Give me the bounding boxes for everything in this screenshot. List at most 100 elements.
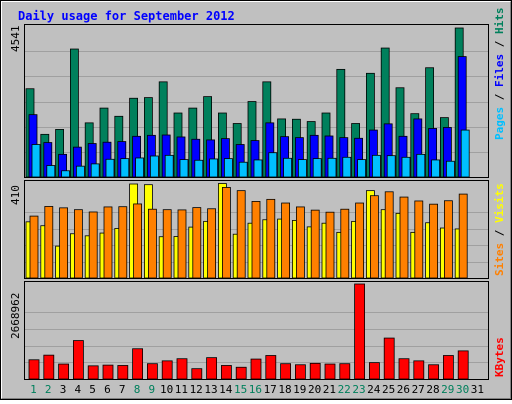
bar-kbytes-day-8 (132, 348, 144, 380)
bar-pages-day-14 (223, 158, 233, 178)
bar-kbytes-day-11 (176, 358, 188, 380)
x-label-day-15: 15 (234, 383, 247, 396)
bar-pages-day-2 (46, 165, 56, 178)
bar-pages-day-19 (297, 159, 307, 178)
x-label-day-1: 1 (30, 383, 37, 396)
bar-kbytes-day-25 (383, 337, 395, 380)
bar-pages-day-15 (238, 161, 248, 178)
x-label-day-10: 10 (160, 383, 173, 396)
bar-sites-day-30 (458, 193, 468, 279)
bar-kbytes-day-30 (457, 350, 469, 380)
bar-pages-day-16 (253, 159, 263, 178)
bar-sites-day-10 (162, 209, 172, 279)
x-label-day-27: 27 (412, 383, 425, 396)
bar-pages-day-9 (149, 155, 159, 178)
x-label-day-28: 28 (426, 383, 439, 396)
bar-kbytes-day-23 (354, 283, 366, 380)
bar-sites-day-11 (177, 209, 187, 279)
bar-kbytes-day-19 (294, 364, 306, 380)
bar-sites-day-4 (74, 209, 83, 279)
bar-kbytes-day-9 (146, 363, 158, 380)
x-label-day-24: 24 (367, 383, 381, 396)
bar-kbytes-day-17 (265, 355, 277, 380)
legend-pages: Pages (493, 107, 506, 140)
x-label-day-31: 31 (471, 383, 484, 396)
bar-sites-day-2 (44, 206, 54, 279)
x-label-day-29: 29 (441, 383, 454, 396)
bar-pages-day-26 (401, 156, 411, 178)
legend-middle: Sites / Visits (493, 183, 506, 276)
bar-pages-day-6 (105, 158, 115, 178)
legend-sep-3: / (493, 223, 506, 243)
bar-sites-day-28 (429, 203, 439, 279)
legend-hits: Hits (493, 8, 506, 35)
bar-sites-day-25 (384, 191, 394, 279)
y-max-label-hits: 4541 (9, 26, 22, 53)
x-label-day-17: 17 (264, 383, 277, 396)
bar-sites-day-3 (59, 207, 68, 279)
bar-kbytes-day-7 (117, 365, 129, 380)
bar-pages-day-13 (209, 158, 219, 178)
bar-sites-day-14 (221, 187, 231, 279)
bar-pages-day-1 (31, 144, 41, 178)
bar-kbytes-day-18 (280, 363, 292, 380)
x-label-day-2: 2 (45, 383, 52, 396)
bar-sites-day-20 (310, 209, 320, 279)
bar-kbytes-day-20 (309, 362, 321, 380)
bar-kbytes-day-15 (235, 366, 247, 380)
bar-pages-day-7 (120, 158, 130, 178)
bar-pages-day-28 (431, 159, 441, 178)
x-label-day-3: 3 (60, 383, 67, 396)
bar-kbytes-day-16 (250, 358, 262, 380)
x-axis-labels: 1 2 3 4 5 6 7 8 9 10 11 12 13 14 15 16 17 18 19 20 21 22 23 24 2… (30, 383, 484, 396)
bar-kbytes-day-10 (161, 360, 173, 380)
bar-kbytes-day-3 (58, 363, 69, 380)
bar-kbytes-day-28 (428, 364, 440, 380)
x-label-day-14: 14 (219, 383, 233, 396)
bar-sites-day-23 (355, 202, 365, 279)
bar-sites-day-5 (88, 211, 98, 279)
bar-pages-day-5 (90, 163, 100, 178)
bar-sites-day-26 (399, 196, 409, 279)
bar-sites-day-13 (207, 208, 217, 279)
bar-kbytes-day-13 (206, 357, 218, 380)
bar-sites-day-21 (325, 211, 335, 279)
x-label-day-12: 12 (190, 383, 203, 396)
x-label-day-23: 23 (352, 383, 365, 396)
x-label-day-21: 21 (323, 383, 336, 396)
bar-pages-day-18 (283, 157, 293, 178)
bar-sites-day-17 (266, 198, 276, 279)
bar-pages-day-12 (194, 159, 204, 178)
x-label-day-25: 25 (382, 383, 395, 396)
bar-sites-day-6 (103, 206, 113, 279)
bar-kbytes-day-24 (368, 362, 380, 380)
bar-pages-day-24 (371, 154, 381, 178)
x-label-day-11: 11 (175, 383, 188, 396)
bar-kbytes-day-5 (87, 365, 99, 380)
bar-pages-day-29 (445, 160, 455, 178)
bar-pages-day-21 (327, 157, 337, 178)
y-max-label-kbytes: 2668962 (9, 293, 22, 339)
bar-pages-day-25 (386, 155, 396, 178)
bar-sites-day-8 (133, 203, 143, 279)
bar-sites-day-9 (147, 208, 157, 279)
bar-sites-day-15 (236, 190, 246, 279)
bar-sites-day-29 (443, 200, 453, 279)
legend-files: Files (493, 54, 506, 87)
x-label-day-26: 26 (397, 383, 410, 396)
bar-pages-day-3 (61, 170, 70, 178)
legend-kbytes: KBytes (493, 337, 506, 377)
legend-top: Pages / Files / Hits (493, 8, 506, 141)
x-label-day-5: 5 (89, 383, 96, 396)
legend-sites: Sites (493, 243, 506, 276)
bar-sites-day-22 (340, 208, 350, 279)
bar-kbytes-day-4 (73, 340, 84, 380)
bar-pages-day-20 (312, 158, 322, 178)
bar-pages-day-11 (179, 159, 189, 178)
bar-sites-day-16 (251, 201, 261, 279)
bar-kbytes-day-26 (398, 358, 410, 380)
bar-pages-day-23 (357, 159, 367, 178)
bars-layer (25, 27, 470, 380)
bar-kbytes-day-29 (442, 355, 454, 380)
